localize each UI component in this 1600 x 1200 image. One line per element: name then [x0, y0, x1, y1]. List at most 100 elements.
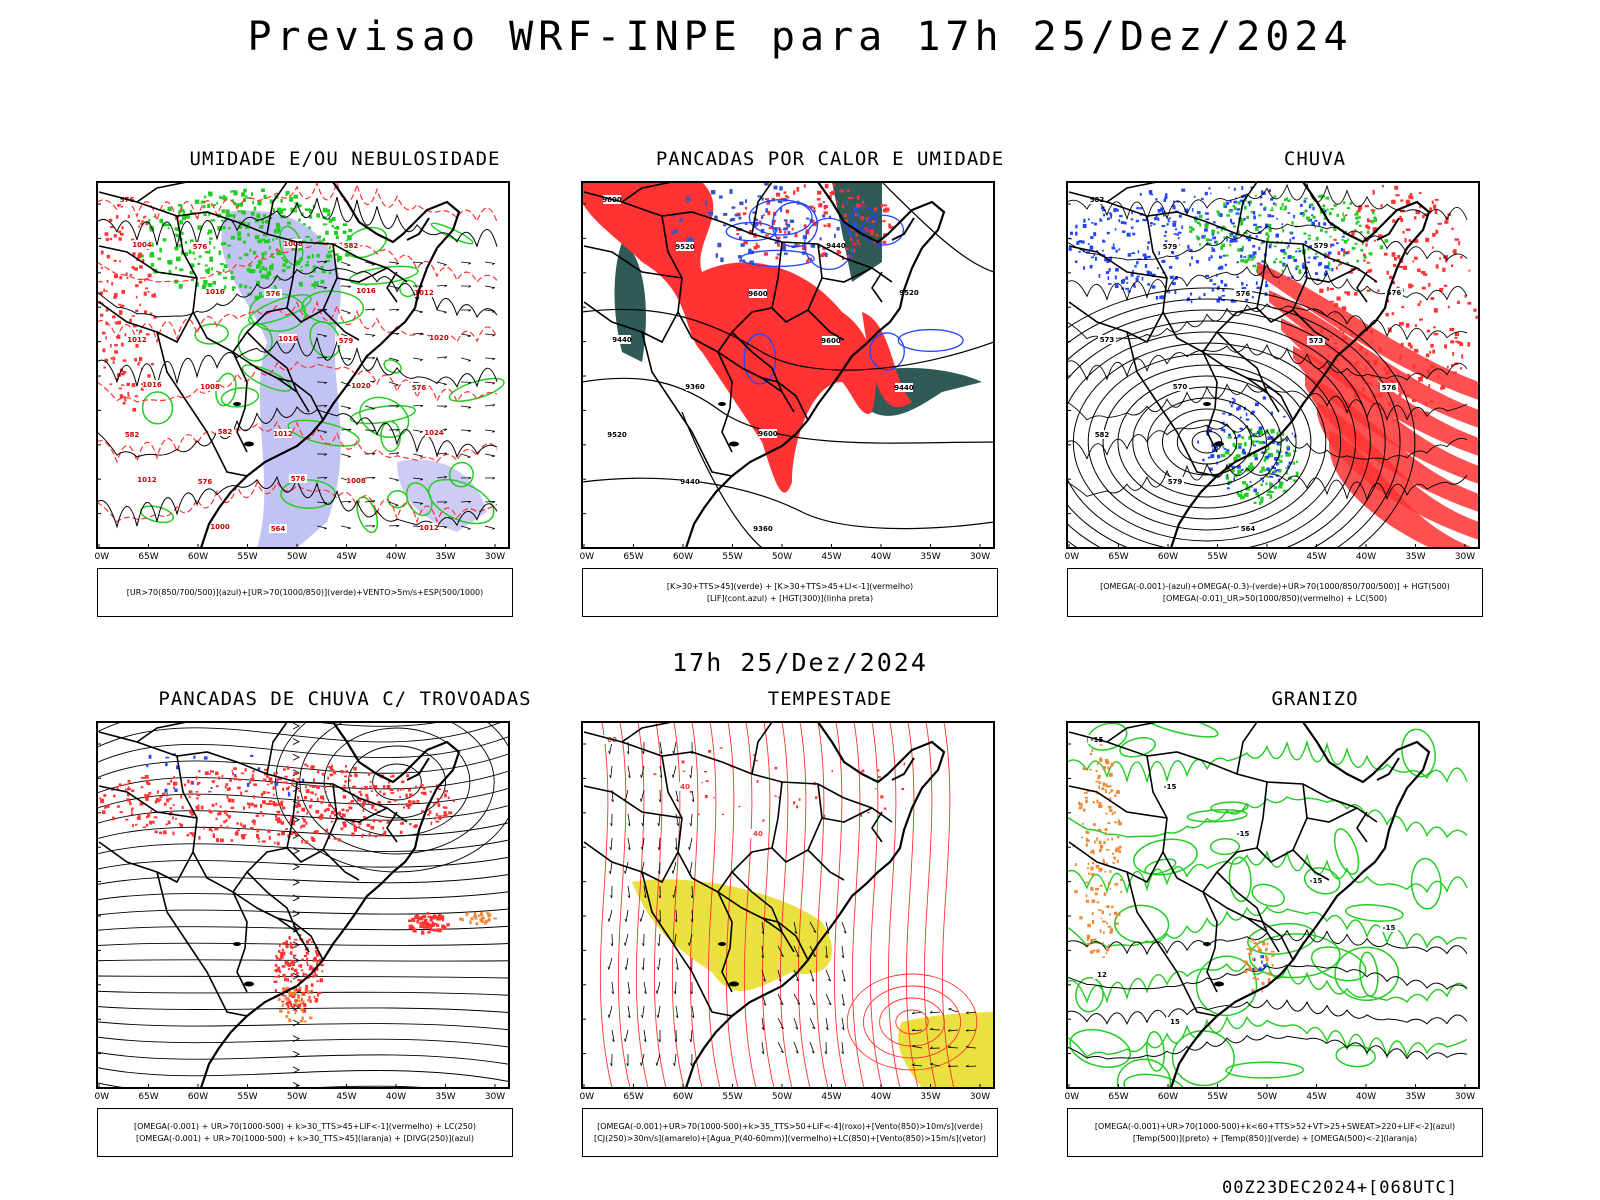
red-cell	[802, 245, 807, 251]
red-cell	[856, 195, 860, 200]
red-cell	[312, 958, 317, 962]
red-cell	[114, 293, 118, 297]
green-cell	[151, 242, 154, 247]
lif-contour	[850, 206, 877, 231]
panel-chuva: CHUVA 582 579 576 573 576 582 579 564 579 576 573 5…	[1065, 148, 1565, 638]
red-cell	[274, 968, 279, 973]
blue-cell	[1155, 214, 1158, 218]
green-cell	[1341, 218, 1345, 222]
red-cell	[288, 785, 290, 789]
legend-line: [K>30+TTS>45](verde) + [K>30+TTS>45+LI<-…	[666, 581, 914, 591]
lon-label: 50W	[772, 1092, 792, 1102]
coastline	[1376, 217, 1400, 241]
blue-cell	[1168, 266, 1173, 269]
orange-cell	[1249, 940, 1252, 943]
blue-cell	[1149, 193, 1154, 196]
green-cell	[1267, 490, 1272, 494]
blue-cell	[287, 791, 290, 795]
red-cell	[1460, 367, 1463, 370]
wind-vector	[468, 430, 472, 433]
green-cell	[1358, 224, 1362, 227]
red-cell	[295, 972, 299, 975]
red-cell	[121, 304, 125, 308]
red-band	[1293, 346, 1479, 484]
orange-cell	[1085, 796, 1088, 799]
red-cell	[284, 960, 288, 965]
orange-cell	[481, 919, 484, 924]
blue-cell	[1253, 223, 1258, 227]
wind-vector	[761, 945, 764, 958]
red-cell	[274, 963, 278, 967]
red-cell	[138, 357, 143, 361]
blue-cell	[1241, 188, 1244, 191]
red-cell	[233, 778, 238, 781]
blue-cell	[1127, 253, 1132, 257]
green-cell	[245, 195, 248, 198]
orange-cell	[1265, 949, 1268, 952]
green-cell	[1266, 493, 1270, 496]
red-cell	[286, 766, 290, 770]
orange-cell	[1117, 819, 1121, 824]
map-root: 58257957657357658257956457957657357012S1…	[1065, 181, 1480, 562]
contour-label-bg	[410, 383, 428, 392]
country-border	[1106, 182, 1158, 203]
blue-cell	[1212, 236, 1217, 240]
red-cell	[758, 220, 762, 223]
red-cell	[767, 210, 771, 216]
red-cell	[1357, 207, 1361, 213]
green-cell	[1261, 466, 1265, 472]
blue-cell	[1236, 275, 1239, 279]
green-cell	[1355, 216, 1358, 220]
green-cell	[1278, 469, 1282, 473]
red-cell	[367, 801, 370, 804]
green-cell	[1279, 459, 1283, 463]
red-cell	[280, 821, 285, 825]
green-cell	[333, 253, 339, 256]
green-cell	[1225, 476, 1230, 480]
red-cell	[1333, 238, 1337, 241]
contour-label-bg	[827, 241, 845, 250]
blue-cell	[1113, 208, 1116, 213]
green-cell	[1373, 216, 1377, 219]
red-cell	[145, 823, 149, 827]
wind-vector	[777, 945, 784, 957]
green-cell	[328, 245, 331, 250]
red-cell	[146, 782, 151, 786]
wind-vector	[812, 1002, 816, 1006]
wind-vector	[929, 1027, 933, 1030]
contour-label-bg	[1161, 782, 1179, 791]
green-cell	[1329, 235, 1332, 238]
orange-cell	[1118, 845, 1122, 849]
red-cell	[278, 777, 282, 781]
orange-cell	[313, 995, 316, 999]
green-cell	[190, 279, 195, 282]
orange-cell	[286, 1008, 289, 1011]
wind-vector	[324, 477, 328, 480]
blue-contour-cell	[739, 236, 742, 240]
green-cell	[1204, 224, 1209, 229]
red-cell	[120, 372, 125, 376]
red-cell	[281, 781, 286, 784]
wind-vector	[841, 993, 845, 1006]
blue-cell	[1231, 222, 1235, 225]
blue-contour-cell	[704, 201, 707, 206]
red-cell	[211, 829, 213, 832]
orange-cell	[306, 991, 310, 994]
red-cell	[159, 798, 162, 801]
red-cell	[150, 809, 152, 812]
green-cell	[277, 207, 282, 212]
red-cell	[370, 825, 375, 830]
orange-cell	[1265, 954, 1267, 959]
wind-vector	[825, 969, 831, 982]
red-dashed-contour	[97, 361, 498, 404]
wind-vector	[658, 957, 661, 970]
red-cell	[323, 809, 327, 813]
red-cell	[1333, 303, 1339, 308]
hgt500-contour	[1067, 331, 1356, 548]
red-cell	[755, 242, 758, 246]
lon-label: 70W	[580, 1092, 594, 1102]
wind-vector	[912, 1011, 923, 1015]
contour-label: 9520	[675, 243, 695, 251]
blue-cell	[1241, 185, 1244, 190]
blue-contour-cell	[825, 252, 828, 258]
